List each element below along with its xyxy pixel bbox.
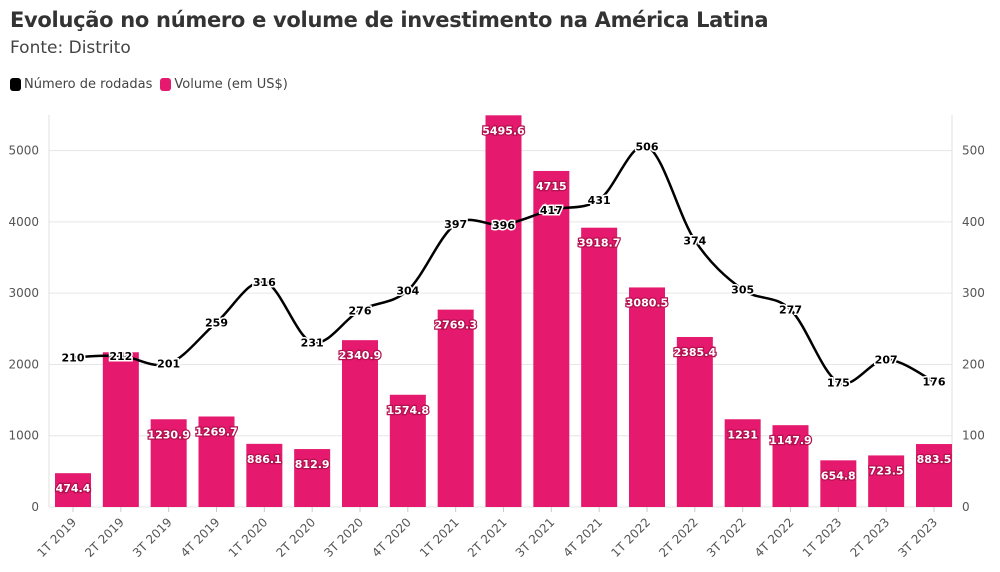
line-label: 305 <box>731 284 754 297</box>
x-tick-label: 4T 2020 <box>369 515 414 560</box>
bar <box>772 425 809 507</box>
x-tick-label: 2T 2023 <box>848 515 893 560</box>
line-label: 396 <box>492 219 515 232</box>
bar-label: 723.5 <box>869 464 904 477</box>
x-tick-label: 3T 2020 <box>321 515 366 560</box>
bar <box>389 394 426 507</box>
bar-label: 1230.9 <box>147 428 189 441</box>
bar <box>916 444 952 507</box>
line-label: 212 <box>109 350 132 363</box>
x-tick-label: 3T 2019 <box>130 515 175 560</box>
x-tick-label: 2T 2022 <box>656 515 701 560</box>
y-left-tick: 3000 <box>8 286 39 300</box>
line-label: 506 <box>636 140 659 153</box>
bar-label: 812.9 <box>295 458 330 471</box>
line-label: 277 <box>779 304 802 317</box>
bar <box>55 473 91 507</box>
bar <box>246 443 283 507</box>
bar <box>820 460 857 507</box>
bar-label: 1147.9 <box>769 434 811 447</box>
bar <box>533 170 570 507</box>
x-tick-label: 3T 2022 <box>704 515 749 560</box>
line-label: 231 <box>301 336 324 349</box>
line-label: 316 <box>253 276 276 289</box>
chart-title: Evolução no número e volume de investime… <box>10 8 769 32</box>
y-left-tick: 2000 <box>8 357 39 371</box>
x-tick-label: 2T 2019 <box>82 515 127 560</box>
x-tick-label: 2T 2021 <box>465 515 510 560</box>
y-right-tick: 0 <box>962 500 970 514</box>
legend-swatch <box>160 78 172 91</box>
bar-label: 2385.4 <box>674 346 717 359</box>
y-right-tick: 200 <box>962 357 985 371</box>
line-label: 304 <box>396 284 419 297</box>
y-right-tick: 100 <box>962 429 985 443</box>
x-tick-label: 1T 2023 <box>800 515 845 560</box>
line-label: 210 <box>62 351 85 364</box>
bar <box>676 336 713 507</box>
legend-swatch <box>10 78 21 91</box>
line-label: 207 <box>875 353 898 366</box>
bar <box>437 309 474 507</box>
y-left-tick: 4000 <box>8 215 39 229</box>
y-left-tick: 5000 <box>8 144 39 158</box>
line-label: 397 <box>444 218 467 231</box>
bar-label: 883.5 <box>917 453 952 466</box>
line-label: 374 <box>683 234 706 247</box>
legend-label: Volume (em US$) <box>174 77 288 92</box>
x-tick-label: 1T 2021 <box>417 515 462 560</box>
bar <box>629 287 665 507</box>
bar-label: 2769.3 <box>434 319 476 332</box>
y-right-tick: 400 <box>962 215 985 229</box>
bar <box>724 419 761 507</box>
x-tick-label: 1T 2020 <box>226 515 271 560</box>
x-tick-label: 3T 2023 <box>895 515 940 560</box>
line-series <box>72 144 935 385</box>
x-tick-label: 4T 2021 <box>561 515 606 560</box>
line-label: 431 <box>588 194 611 207</box>
bar-label: 886.1 <box>247 453 282 466</box>
line-label: 259 <box>205 316 228 329</box>
bar-label: 3918.7 <box>578 237 620 250</box>
bar-label: 1269.7 <box>195 426 237 439</box>
bar-label: 2340.9 <box>339 349 381 362</box>
line-label: 276 <box>349 304 372 317</box>
x-tick-label: 1T 2022 <box>608 515 653 560</box>
bar <box>342 340 378 507</box>
y-left-tick: 0 <box>31 500 39 514</box>
line-label: 176 <box>923 376 946 389</box>
legend-item-rodadas[interactable]: Número de rodadas <box>10 77 152 92</box>
chart-subtitle: Fonte: Distrito <box>10 38 131 58</box>
bar-label: 474.4 <box>56 482 91 495</box>
bar-label: 4715 <box>536 180 567 193</box>
bar <box>198 416 235 507</box>
bar-label: 1231 <box>727 428 758 441</box>
legend-label: Número de rodadas <box>24 77 153 92</box>
bar <box>581 227 618 508</box>
bar-label: 654.8 <box>821 469 856 482</box>
bar <box>102 352 139 507</box>
legend-item-volume[interactable]: Volume (em US$) <box>160 77 288 92</box>
bar <box>150 419 187 507</box>
line-label: 417 <box>540 204 563 217</box>
y-right-tick: 500 <box>962 144 985 158</box>
line-label: 201 <box>157 358 180 371</box>
line-label: 175 <box>827 376 850 389</box>
bar <box>485 115 522 507</box>
bar <box>868 455 905 507</box>
x-tick-label: 1T 2019 <box>34 515 79 560</box>
x-tick-label: 4T 2022 <box>752 515 797 560</box>
legend: Número de rodadas Volume (em US$) <box>10 77 288 92</box>
x-tick-label: 4T 2019 <box>178 515 223 560</box>
y-left-tick: 1000 <box>8 429 39 443</box>
y-right-tick: 300 <box>962 286 985 300</box>
x-tick-label: 2T 2020 <box>274 515 319 560</box>
bar-label: 1574.8 <box>387 404 429 417</box>
x-tick-label: 3T 2021 <box>513 515 558 560</box>
bar-label: 5495.6 <box>482 124 525 137</box>
bar <box>294 449 331 507</box>
bar-label: 3080.5 <box>626 296 668 309</box>
